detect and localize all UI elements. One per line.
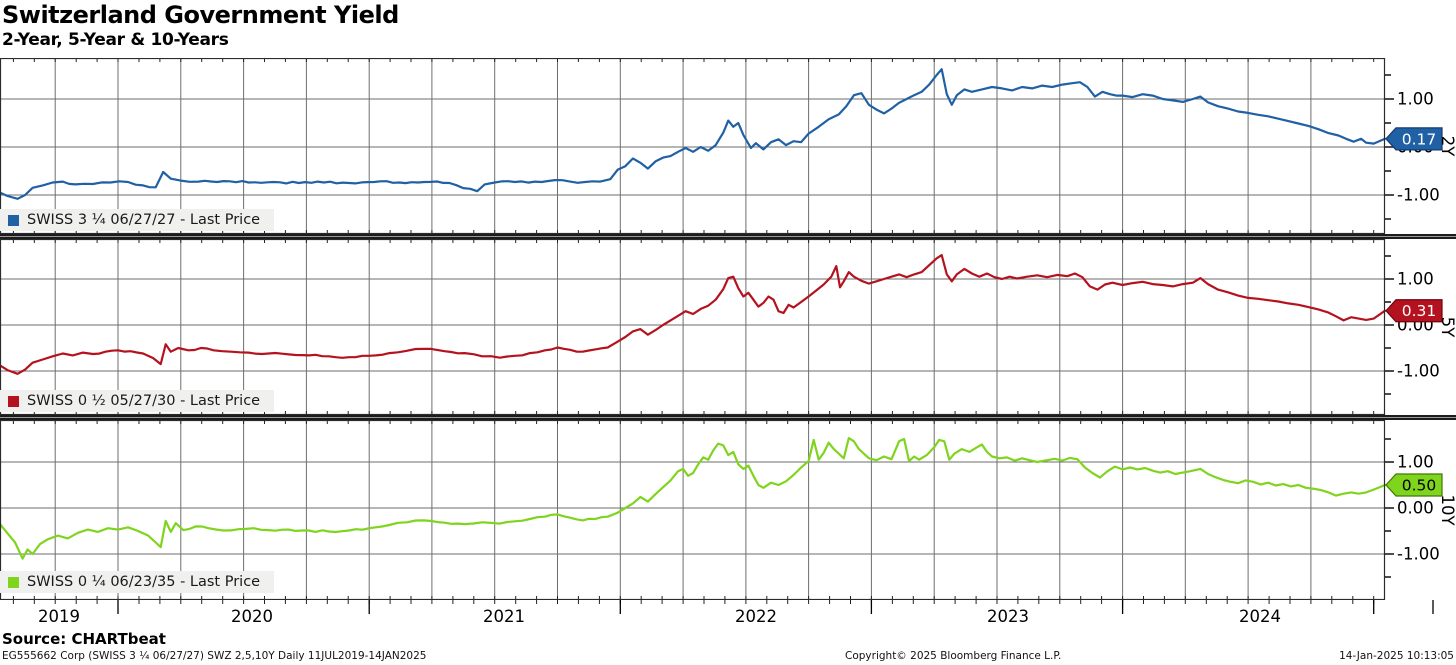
terminal-footer: EG555662 Corp (SWISS 3 ¼ 06/27/27) SWZ 2… <box>2 650 427 662</box>
y-axis-tick-label: -1.00 <box>1397 362 1440 381</box>
x-axis-year-label: 2022 <box>735 607 777 626</box>
legend-2y[interactable]: SWISS 3 ¼ 06/27/27 - Last Price <box>0 209 275 231</box>
timestamp: 14-Jan-2025 10:13:05 <box>1339 650 1454 662</box>
y-axis-tick-label: 1.00 <box>1397 90 1434 109</box>
panel-separator <box>0 415 1456 420</box>
legend-label-5y: SWISS 0 ½ 05/27/30 - Last Price <box>27 393 261 409</box>
last-price-badge-5y <box>1385 299 1443 323</box>
y-axis-tick-label: -1.00 <box>1397 186 1440 205</box>
x-axis-ticks <box>12 600 1434 614</box>
chart-header: Switzerland Government Yield 2-Year, 5-Y… <box>2 0 902 51</box>
series-line-5y <box>0 254 1387 375</box>
y-axis-title-5y: 5Y <box>1438 317 1456 338</box>
y-axis-tick-label: 1.00 <box>1397 270 1434 289</box>
source-label: Source: CHARTbeat <box>2 630 166 648</box>
legend-swatch-2y <box>8 214 19 226</box>
y-axis-title-2y: 2Y <box>1438 136 1456 157</box>
last-price-value-5y: 0.31 <box>1402 302 1437 320</box>
series-line-2y <box>0 68 1387 200</box>
series-line-10y <box>0 437 1387 560</box>
legend-label-10y: SWISS 0 ¼ 06/23/35 - Last Price <box>27 574 261 590</box>
last-price-badge-10y <box>1385 473 1443 497</box>
legend-label-2y: SWISS 3 ¼ 06/27/27 - Last Price <box>27 212 261 228</box>
panel-5y: 1.00 0.00 -1.00 0.31 5Y SWISS 0 ½ 05/27/30 -… <box>0 239 1456 415</box>
x-axis-year-label: 2019 <box>38 607 80 626</box>
x-axis: 2019 2020 2021 2022 2023 2024 <box>0 600 1456 630</box>
legend-swatch-5y <box>8 395 19 407</box>
y-axis-tick-label: 1.00 <box>1397 453 1434 472</box>
panel-separator <box>0 234 1456 239</box>
y-axis-title-10y: 10Y <box>1438 494 1456 526</box>
page-title: Switzerland Government Yield <box>2 1 399 29</box>
panel-10y: 1.00 0.00 -1.00 0.50 10Y SWISS 0 ¼ 06/23/35 … <box>0 420 1456 600</box>
page-subtitle: 2-Year, 5-Year & 10-Years <box>2 30 229 50</box>
plot-frame <box>0 58 1386 234</box>
x-axis-year-label: 2024 <box>1239 607 1281 626</box>
x-axis-year-label: 2021 <box>483 607 525 626</box>
last-price-value-10y: 0.50 <box>1402 477 1437 495</box>
plot-frame <box>0 420 1386 600</box>
x-axis-year-label: 2023 <box>987 607 1029 626</box>
plot-frame <box>0 239 1386 415</box>
legend-10y[interactable]: SWISS 0 ¼ 06/23/35 - Last Price <box>0 571 275 593</box>
y-axis-tick-label: -1.00 <box>1397 545 1440 564</box>
y-axis-tick-label: 0.00 <box>1397 499 1434 518</box>
legend-swatch-10y <box>8 576 19 588</box>
last-price-value-2y: 0.17 <box>1402 130 1437 148</box>
legend-5y[interactable]: SWISS 0 ½ 05/27/30 - Last Price <box>0 390 275 412</box>
x-axis-year-label: 2020 <box>231 607 273 626</box>
last-price-badge-2y <box>1385 127 1443 151</box>
copyright-text: Copyright© 2025 Bloomberg Finance L.P. <box>845 650 1062 662</box>
